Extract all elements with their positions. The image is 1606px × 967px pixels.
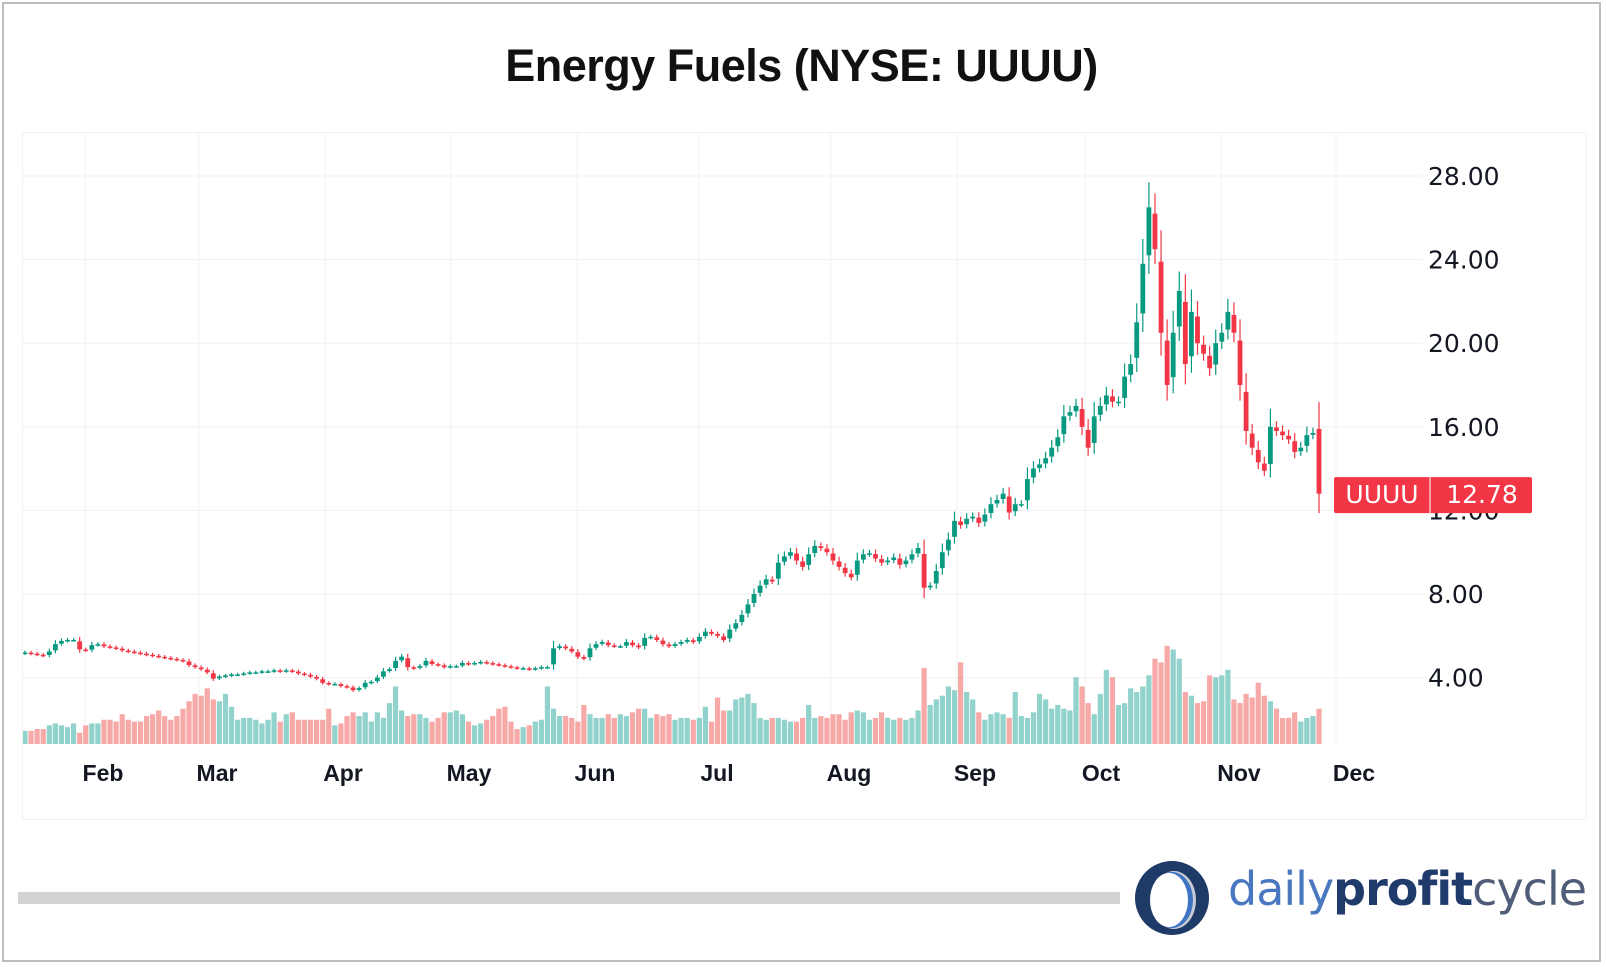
logo-circle-icon [1135,861,1209,935]
dailyprofitcycle-logo: dailyprofitcycle [1132,856,1587,942]
x-tick-label: Nov [1217,760,1261,786]
x-tick-label: Mar [197,760,238,786]
y-tick-label: 24.00 [1428,246,1500,275]
logo-wordmark: dailyprofitcycle [1228,862,1587,916]
price-tag-symbol: UUUU [1345,480,1418,509]
chart-area[interactable]: 4.008.0012.0016.0020.0024.0028.00FebMarA… [22,132,1587,820]
y-tick-label: 16.00 [1428,413,1500,442]
last-price-tag: UUUU 12.78 [1334,477,1532,514]
volume-bars [23,645,1322,744]
y-tick-label: 28.00 [1428,162,1500,191]
x-tick-label: May [447,760,492,786]
y-tick-label: 20.00 [1428,329,1500,358]
x-tick-label: Feb [83,760,124,786]
y-tick-label: 4.00 [1428,664,1484,693]
y-tick-label: 8.00 [1428,580,1484,609]
x-tick-label: Jul [700,760,733,786]
candlestick-chart[interactable]: 4.008.0012.0016.0020.0024.0028.00FebMarA… [23,133,1586,819]
chart-title: Energy Fuels (NYSE: UUUU) [505,40,1098,91]
x-tick-label: Apr [323,760,363,786]
x-tick-label: Dec [1333,760,1375,786]
x-tick-label: Oct [1082,760,1121,786]
candles [23,182,1322,692]
x-tick-label: Jun [575,760,616,786]
x-tick-label: Aug [827,760,872,786]
price-tag-value: 12.78 [1446,480,1518,509]
x-tick-label: Sep [954,760,996,786]
horizontal-scrollbar[interactable] [18,892,1120,904]
